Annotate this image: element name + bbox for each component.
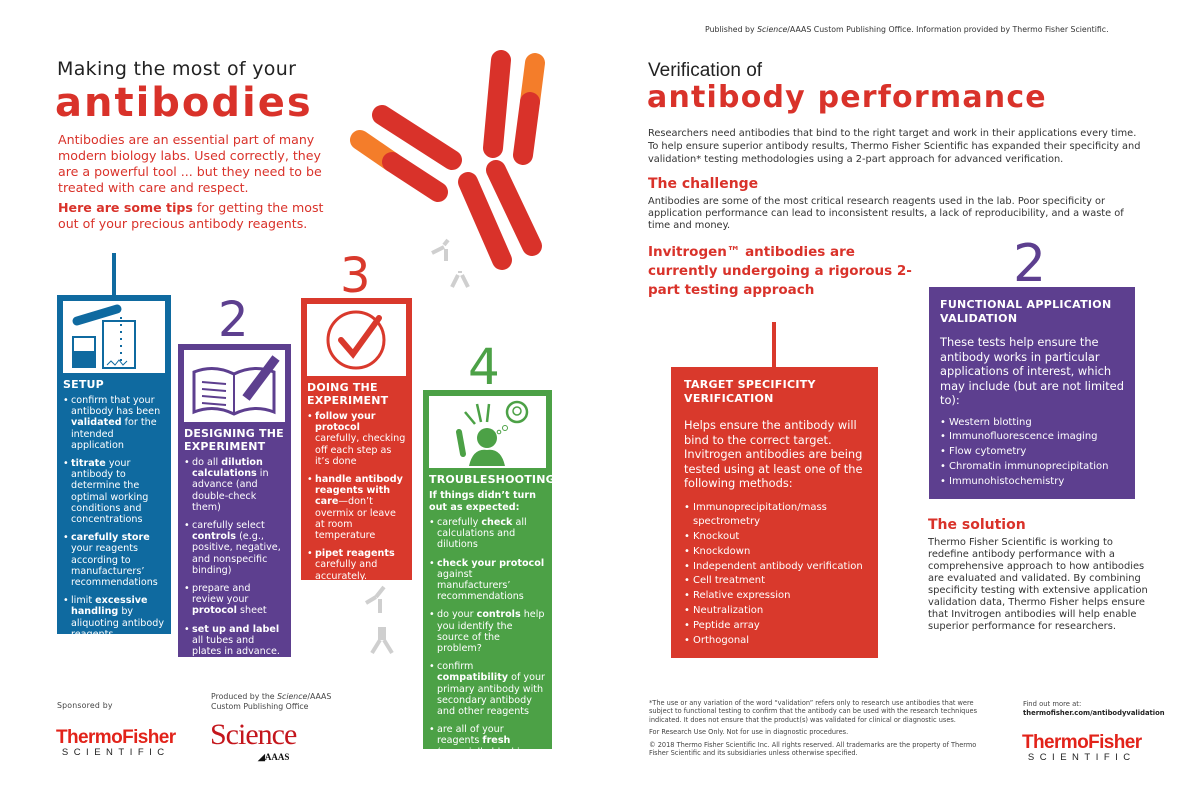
test-tube-pouring-icon bbox=[63, 301, 165, 373]
method-item: Peptide array bbox=[684, 619, 865, 634]
small-antibody-icon bbox=[63, 647, 165, 666]
method-item: Independent antibody verification bbox=[684, 560, 865, 575]
small-antibody-icon bbox=[184, 664, 285, 683]
functional-application-box: FUNCTIONAL APPLICATION VALIDATION These … bbox=[929, 287, 1135, 499]
step-2-numeral: 2 bbox=[218, 292, 249, 348]
right-intro: Researchers need antibodies that bind to… bbox=[648, 128, 1141, 165]
produced-by-label: Produced by the Science/AAAS Custom Publ… bbox=[211, 692, 332, 711]
tips-bold: Here are some tips bbox=[58, 200, 193, 215]
part-1-numeral bbox=[772, 322, 776, 367]
challenge-heading: The challenge bbox=[648, 176, 759, 192]
step-bullet: set up and label all tubes and plates in… bbox=[184, 624, 285, 658]
right-title: antibody performance bbox=[647, 80, 1047, 115]
application-item: Flow cytometry bbox=[940, 445, 1124, 460]
step-4-numeral: 4 bbox=[468, 338, 500, 396]
large-antibody-icon bbox=[350, 50, 545, 270]
application-item: Chromatin immunoprecipitation bbox=[940, 460, 1124, 475]
footnotes: *The use or any variation of the word “v… bbox=[649, 699, 979, 761]
step-bullet: limit excessive handling by aliquoting a… bbox=[63, 595, 165, 640]
sponsored-by-label: Sponsored by bbox=[57, 701, 113, 710]
solution-heading: The solution bbox=[928, 517, 1026, 533]
step-heading: TROUBLESHOOTING bbox=[429, 473, 555, 486]
method-item: Knockout bbox=[684, 530, 865, 545]
invitrogen-headline: Invitrogen™ antibodies are currently und… bbox=[648, 244, 912, 298]
aaas-logo: ◢AAAS bbox=[258, 752, 290, 762]
person-idea-icon bbox=[429, 396, 546, 468]
method-item: Orthogonal bbox=[684, 634, 865, 649]
step-bullet: titrate your antibody to determine the o… bbox=[63, 458, 165, 525]
step-bullet: were the proper incubation times used? bbox=[429, 776, 546, 791]
application-item: Immunofluorescence imaging bbox=[940, 430, 1124, 445]
left-title: antibodies bbox=[55, 80, 313, 126]
step-card-designing: DESIGNING THE EXPERIMENT do all dilution… bbox=[178, 344, 291, 679]
part-description: Helps ensure the antibody will bind to t… bbox=[684, 418, 863, 490]
part-description: These tests help ensure the antibody wor… bbox=[940, 335, 1124, 407]
method-item: Relative expression bbox=[684, 589, 865, 604]
thermofisher-logo: ThermoFisher SCIENTIFIC bbox=[1022, 732, 1142, 763]
floating-antibody-icon bbox=[364, 585, 394, 655]
floating-antibody-icon bbox=[431, 238, 470, 288]
left-subtitle: Making the most of your bbox=[57, 58, 297, 80]
method-item: Knockdown bbox=[684, 545, 865, 560]
step-bullet: prepare and review your protocol sheet bbox=[184, 583, 285, 617]
method-item: Cell treatment bbox=[684, 574, 865, 589]
step-bullet: carefully select controls (e.g., positiv… bbox=[184, 520, 285, 576]
left-tips: Here are some tips for getting the most … bbox=[58, 200, 328, 232]
step-heading: SETUP bbox=[63, 378, 104, 391]
left-intro: Antibodies are an essential part of many… bbox=[58, 132, 322, 195]
step-1-numeral bbox=[112, 253, 116, 295]
copyright: © 2018 Thermo Fisher Scientific Inc. All… bbox=[649, 740, 977, 758]
right-subtitle: Verification of bbox=[648, 60, 763, 81]
step-heading: DESIGNING THE EXPERIMENT bbox=[184, 427, 284, 453]
step-3-numeral: 3 bbox=[340, 248, 371, 304]
step-bullet: carefully store your reagents according … bbox=[63, 532, 165, 588]
part-heading: TARGET SPECIFICITY VERIFICATION bbox=[684, 378, 816, 405]
step-card-setup: SETUP confirm that your antibody has bee… bbox=[57, 295, 171, 662]
published-by-line: Published by Science/AAAS Custom Publish… bbox=[705, 25, 1109, 34]
website-link[interactable]: thermofisher.com/antibodyvalidation bbox=[1023, 708, 1165, 717]
application-item: Western blotting bbox=[940, 416, 1124, 431]
target-specificity-box: TARGET SPECIFICITY VERIFICATION Helps en… bbox=[671, 367, 878, 658]
troubleshooting-lead: If things didn’t turn out as expected: bbox=[429, 490, 536, 513]
step-heading: DOING THE EXPERIMENT bbox=[307, 381, 389, 407]
science-logo: Science bbox=[210, 718, 297, 751]
application-item: Immunohistochemistry bbox=[940, 475, 1124, 490]
step-bullet: do all dilution calculations in advance … bbox=[184, 457, 285, 513]
validation-note: *The use or any variation of the word “v… bbox=[649, 699, 978, 724]
step-card-doing: DOING THE EXPERIMENT follow your protoco… bbox=[301, 298, 412, 604]
checkmark-circle-icon bbox=[307, 304, 406, 376]
part-2-numeral: 2 bbox=[1013, 234, 1047, 294]
notebook-pencil-icon bbox=[184, 350, 285, 422]
step-bullet: do your controls help you identify the s… bbox=[429, 609, 546, 654]
method-item: Immunoprecipitation/mass spectrometry bbox=[684, 501, 865, 531]
step-bullet: handle antibody reagents with care—don’t… bbox=[307, 474, 406, 541]
solution-text: Thermo Fisher Scientific is working to r… bbox=[928, 537, 1148, 632]
find-out-more: Find out more at: thermofisher.com/antib… bbox=[1023, 700, 1165, 717]
step-bullet: check your protocol against manufacturer… bbox=[429, 558, 546, 603]
step-card-troubleshooting: TROUBLESHOOTING If things didn’t turn ou… bbox=[423, 390, 555, 791]
tips-rest: for getting the most out of your preciou… bbox=[58, 200, 324, 231]
ruo-note: For Research Use Only. Not for use in di… bbox=[649, 728, 849, 737]
step-bullet: carefully check all calculations and dil… bbox=[429, 517, 546, 551]
step-bullet: confirm compatibility of your primary an… bbox=[429, 661, 546, 717]
step-bullet: are all of your reagents fresh (especial… bbox=[429, 724, 546, 769]
step-bullet: pipet reagents carefully and accurately. bbox=[307, 548, 406, 582]
thermofisher-logo: ThermoFisher SCIENTIFIC bbox=[56, 727, 176, 758]
part-heading: FUNCTIONAL APPLICATION VALIDATION bbox=[940, 298, 1112, 325]
small-antibody-icon bbox=[307, 589, 406, 608]
method-item: Neutralization bbox=[684, 604, 865, 619]
step-bullet: confirm that your antibody has been vali… bbox=[63, 395, 165, 451]
challenge-text: Antibodies are some of the most critical… bbox=[648, 196, 1124, 231]
step-bullet: follow your protocol carefully, checking… bbox=[307, 411, 406, 467]
